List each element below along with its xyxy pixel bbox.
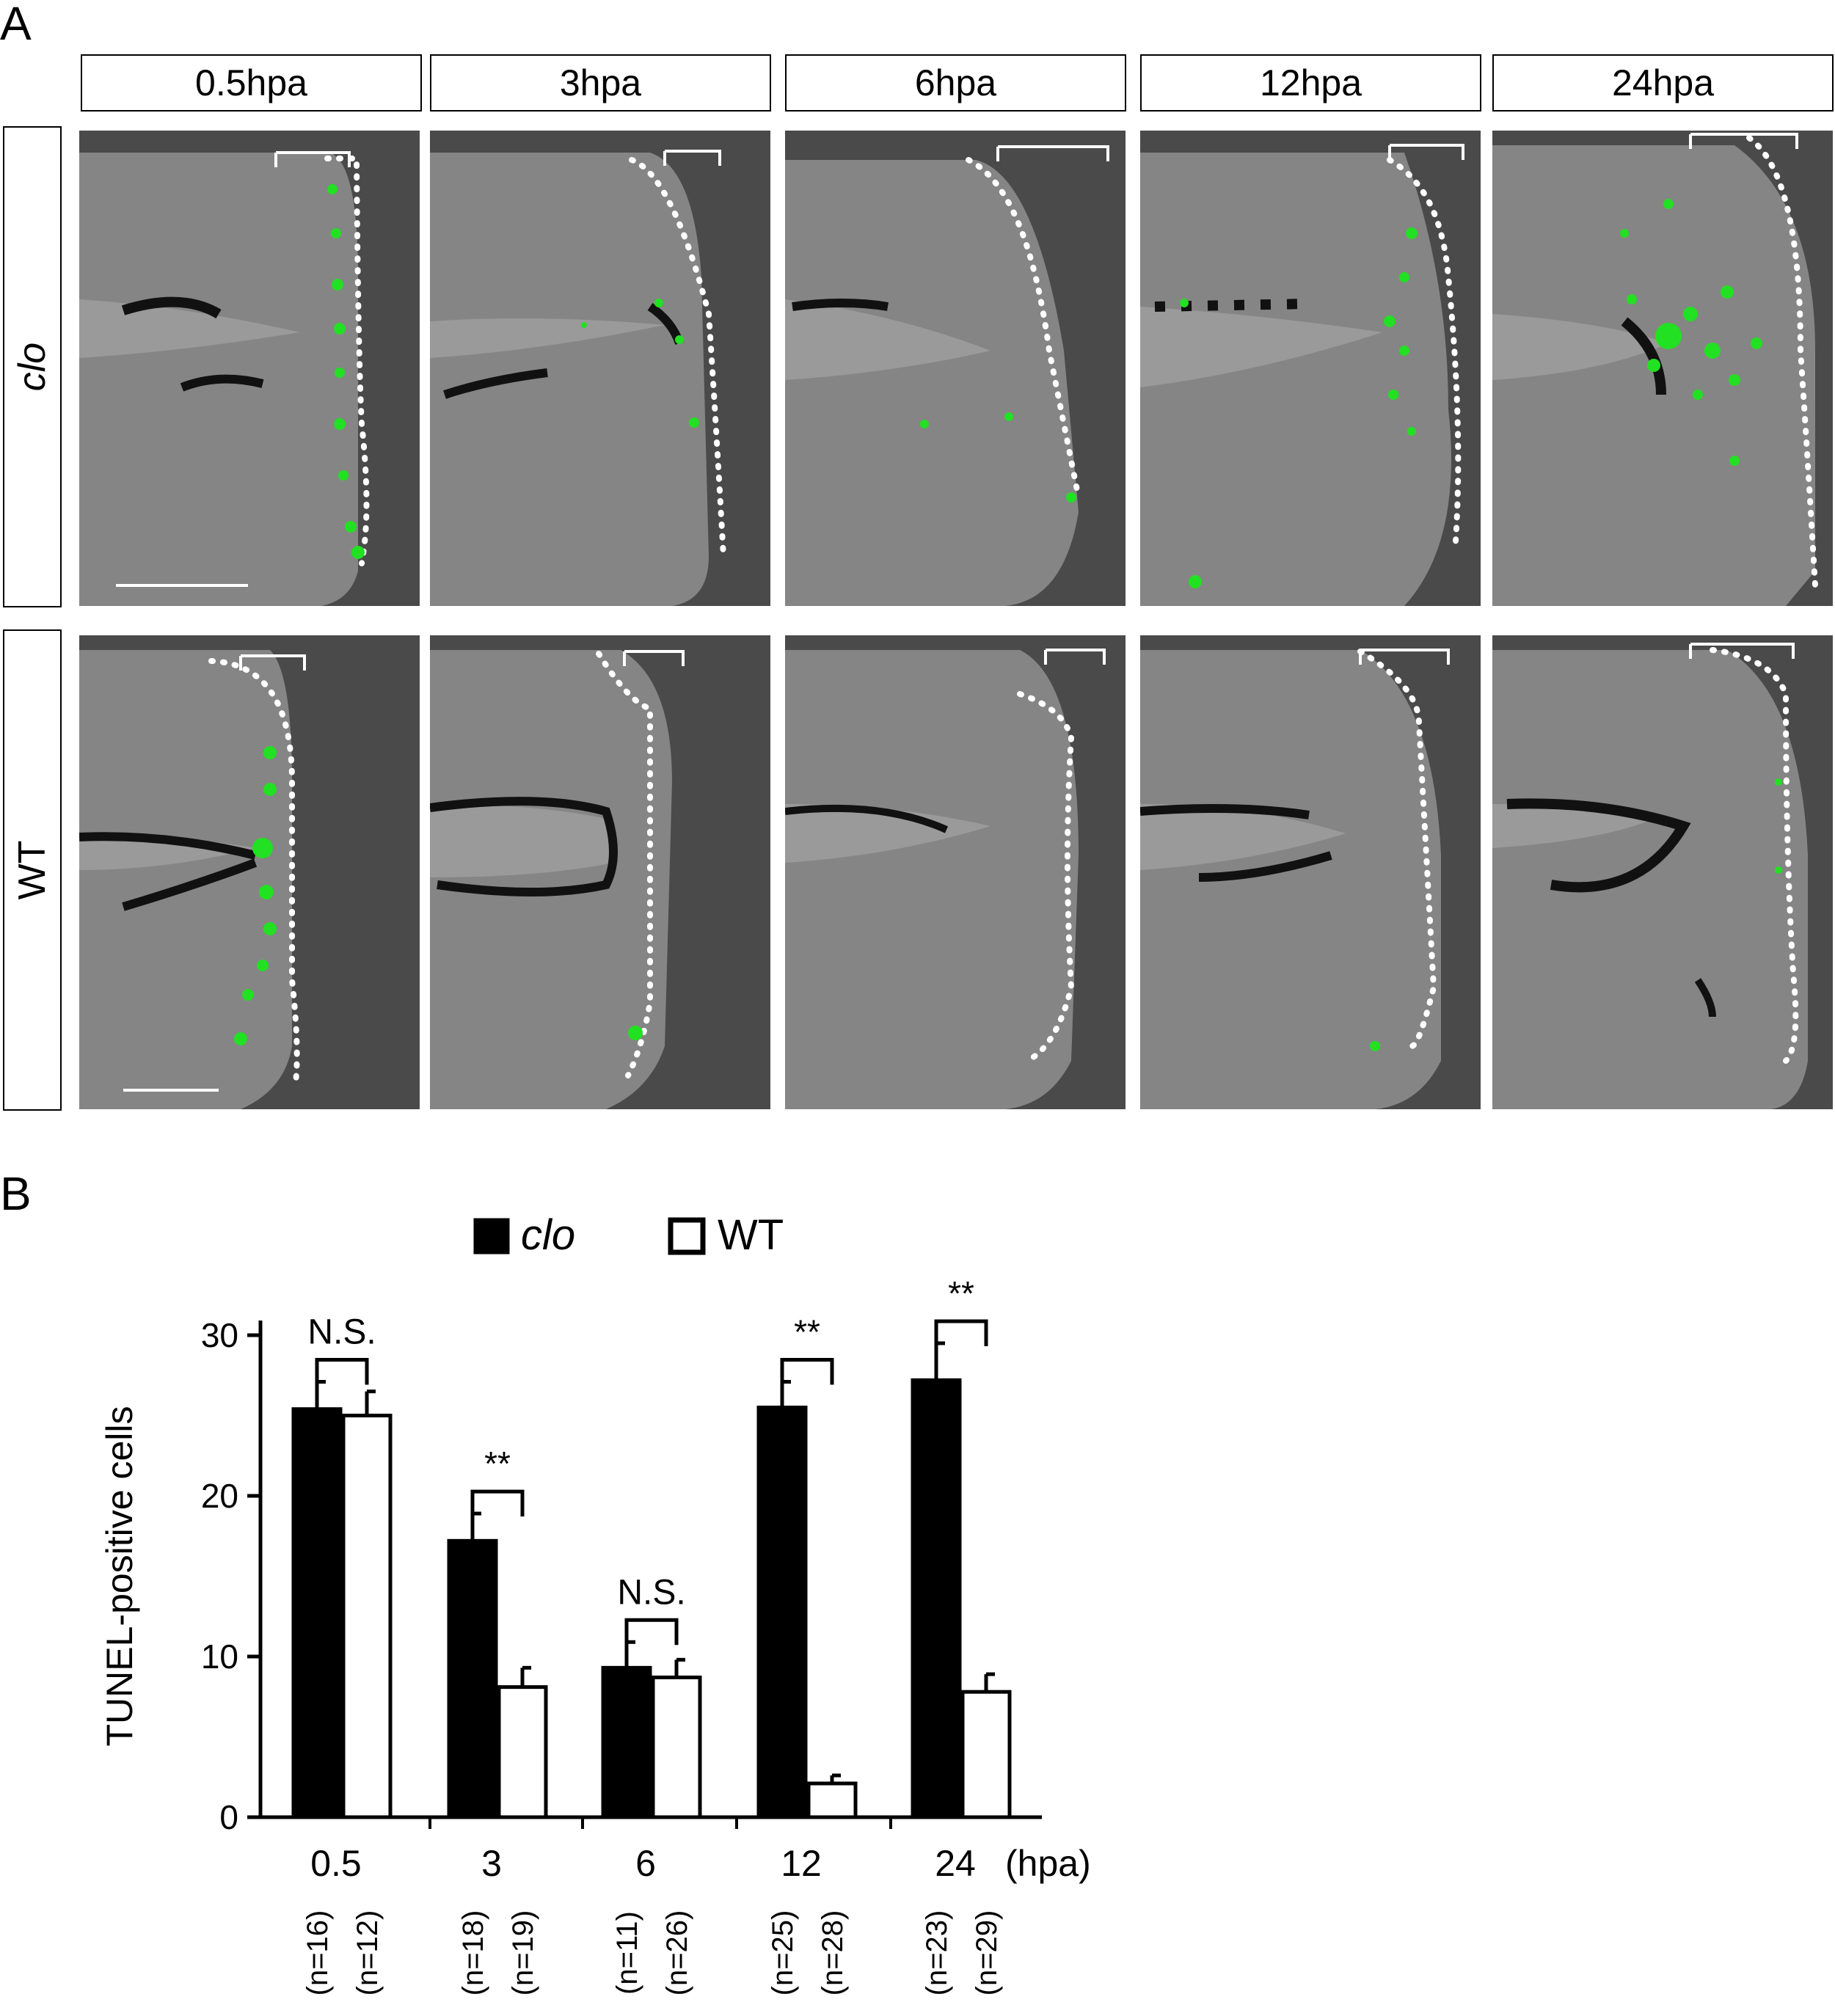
sample-size-label: (n=26) <box>661 1910 693 1996</box>
y-axis-label: TUNEL-positive cells <box>99 1406 140 1746</box>
sample-size-label: (n=25) <box>767 1910 799 1996</box>
micrograph-wt-6hpa <box>785 635 1126 1109</box>
significance-bracket-6 <box>624 1618 679 1646</box>
sample-size-label: (n=18) <box>457 1910 489 1996</box>
significance-label-3: ** <box>484 1445 511 1483</box>
micrograph-clo-24hpa <box>1492 131 1833 606</box>
micrograph-wt-3hpa <box>430 635 770 1109</box>
legend-swatch-wt <box>668 1217 706 1255</box>
significance-bracket-3 <box>470 1489 525 1517</box>
column-header-3hpa: 3hpa <box>430 54 771 112</box>
sample-size-label: (n=23) <box>921 1910 953 1996</box>
bar-clo-3 <box>447 1538 498 1819</box>
column-header-0-5hpa: 0.5hpa <box>81 54 422 112</box>
sample-size-label: (n=29) <box>971 1910 1003 1996</box>
row-label-clo: clo <box>3 126 62 607</box>
micrograph-wt-12hpa <box>1140 635 1481 1109</box>
bar-wt-0.5 <box>341 1414 393 1819</box>
micrograph-wt-24hpa <box>1492 635 1833 1109</box>
micrograph-clo-0-5hpa <box>79 131 420 606</box>
significance-bracket-12 <box>780 1358 834 1385</box>
significance-label-24: ** <box>948 1274 974 1312</box>
y-tick-label: 20 <box>201 1477 238 1515</box>
column-header-12hpa: 12hpa <box>1140 54 1481 112</box>
x-tick-label-12: 12 <box>781 1843 822 1884</box>
sample-size-label: (n=12) <box>351 1910 384 1996</box>
bar-wt-24 <box>960 1690 1012 1819</box>
y-tick-label: 30 <box>201 1316 238 1354</box>
legend-swatch-clo <box>473 1218 510 1254</box>
bar-wt-12 <box>806 1781 858 1819</box>
bar-wt-6 <box>651 1675 702 1819</box>
y-tick-label: 0 <box>219 1798 238 1836</box>
significance-bracket-0.5 <box>315 1358 369 1385</box>
bar-clo-12 <box>756 1406 808 1819</box>
x-tick-label-24: 24 <box>935 1843 976 1884</box>
significance-bracket-24 <box>934 1319 988 1346</box>
x-tick-label-0.5: 0.5 <box>310 1843 362 1884</box>
column-header-24hpa: 24hpa <box>1492 54 1834 112</box>
column-header-6hpa: 6hpa <box>785 54 1126 112</box>
sample-size-label: (n=16) <box>302 1910 334 1996</box>
sample-size-label: (n=28) <box>817 1910 849 1996</box>
panel-b-label: B <box>0 1167 32 1220</box>
legend-label-clo: clo <box>521 1211 575 1259</box>
bar-wt-3 <box>497 1685 548 1819</box>
x-tick-label-6: 6 <box>635 1843 656 1884</box>
y-tick-label: 10 <box>201 1637 238 1676</box>
significance-label-6: N.S. <box>617 1573 685 1612</box>
x-tick-label-3: 3 <box>481 1843 502 1884</box>
bar-clo-0.5 <box>291 1407 343 1819</box>
micrograph-clo-12hpa <box>1140 131 1481 606</box>
micrograph-clo-3hpa <box>430 131 770 606</box>
significance-label-0.5: N.S. <box>307 1313 376 1352</box>
micrograph-clo-6hpa <box>785 131 1126 606</box>
panel-a-label: A <box>0 0 32 50</box>
x-axis-unit: (hpa) <box>1005 1843 1091 1884</box>
row-label-wt: WT <box>3 629 62 1111</box>
bar-clo-6 <box>601 1665 652 1819</box>
bar-clo-24 <box>911 1378 962 1819</box>
significance-label-12: ** <box>794 1313 820 1351</box>
micrograph-wt-0-5hpa <box>79 635 420 1109</box>
sample-size-label: (n=11) <box>611 1911 643 1995</box>
sample-size-label: (n=19) <box>507 1910 539 1996</box>
legend-label-wt: WT <box>718 1211 784 1259</box>
